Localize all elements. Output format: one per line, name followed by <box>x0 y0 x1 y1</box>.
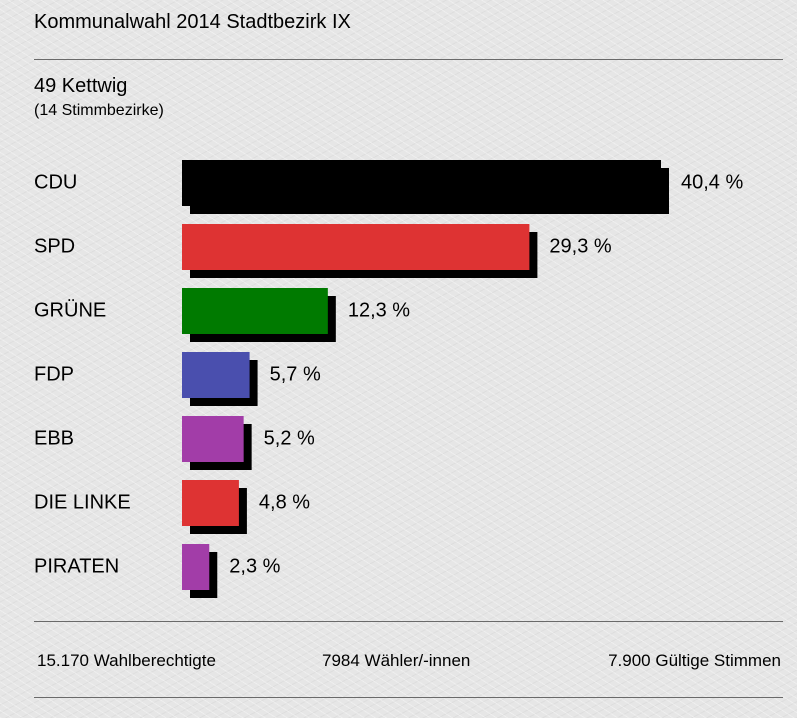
value-label-cdu: 40,4 % <box>681 171 743 193</box>
bar-cdu <box>182 160 661 206</box>
party-label-grune: GRÜNE <box>34 299 106 321</box>
party-label-cdu: CDU <box>34 171 77 193</box>
value-label-die-linke: 4,8 % <box>259 491 310 513</box>
bar-ebb <box>182 416 244 462</box>
value-label-fdp: 5,7 % <box>270 363 321 385</box>
page-title: Kommunalwahl 2014 Stadtbezirk IX <box>34 11 351 33</box>
bar-fdp <box>182 352 250 398</box>
valid-votes-count: 7.900 Gültige Stimmen <box>608 651 781 670</box>
top-divider <box>34 59 783 60</box>
value-label-piraten: 2,3 % <box>229 555 280 577</box>
voters-count: 7984 Wähler/-innen <box>322 651 471 670</box>
results-bar-chart: CDU 40,4 % SPD 29,3 % GRÜNE 12,3 % FDP 5,7 % EBB… <box>34 160 743 598</box>
bottom-divider <box>34 697 783 698</box>
bar-grune <box>182 288 328 334</box>
eligible-voters-count: 15.170 Wahlberechtigte <box>37 651 216 670</box>
party-label-spd: SPD <box>34 235 75 257</box>
district-subtitle: (14 Stimmbezirke) <box>34 102 164 119</box>
value-label-spd: 29,3 % <box>549 235 611 257</box>
party-label-fdp: FDP <box>34 363 74 385</box>
bar-spd <box>182 224 530 270</box>
bar-die-linke <box>182 480 239 526</box>
value-label-grune: 12,3 % <box>348 299 410 321</box>
party-label-piraten: PIRATEN <box>34 555 119 577</box>
value-label-ebb: 5,2 % <box>264 427 315 449</box>
bar-piraten <box>182 544 210 590</box>
party-label-die-linke: DIE LINKE <box>34 491 131 513</box>
party-label-ebb: EBB <box>34 427 74 449</box>
footer-top-divider <box>34 621 783 622</box>
district-name: 49 Kettwig <box>34 75 128 97</box>
